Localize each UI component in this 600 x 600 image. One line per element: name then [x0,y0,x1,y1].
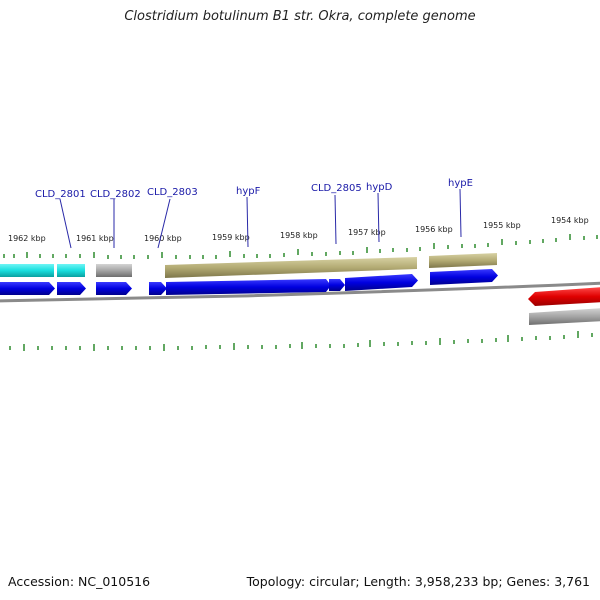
kbp-label: 1955 kbp [483,221,521,230]
cds-arrow[interactable] [329,279,345,291]
cds-arrow[interactable] [149,282,167,295]
cds-arrow[interactable] [430,269,498,285]
gene-label-cld-2802[interactable]: CLD_2802 [90,189,141,200]
feature-bar-grey[interactable] [96,264,132,277]
kbp-label: 1956 kbp [415,225,453,234]
kbp-label: 1962 kbp [8,234,46,243]
cds-arrow[interactable] [0,282,55,295]
genome-summary-text: Topology: circular; Length: 3,958,233 bp… [246,574,590,589]
gene-leader-line [459,188,462,238]
inner-tick-row [9,331,593,351]
gene-label-hypd[interactable]: hypD [366,182,393,193]
accession-text: Accession: NC_010516 [8,574,151,589]
feature-arrow-red[interactable] [528,287,600,306]
gene-label-hype[interactable]: hypE [448,178,473,189]
kbp-label: 1961 kbp [76,234,114,243]
cds-arrow[interactable] [345,274,418,291]
map-title: Clostridium botulinum B1 str. Okra, comp… [124,9,476,24]
gene-leader-line [157,198,171,249]
cds-arrow[interactable] [166,279,331,295]
feature-bar-cyan[interactable] [57,264,85,277]
outer-tick-row [3,234,598,259]
gene-leader-line [59,198,72,249]
gene-label-hypf[interactable]: hypF [236,186,261,197]
kbp-label: 1959 kbp [212,233,250,242]
gene-label-cld-2805[interactable]: CLD_2805 [311,183,362,194]
gene-leader-line [334,194,337,245]
kbp-label: 1954 kbp [551,216,589,225]
gene-label-cld-2803[interactable]: CLD_2803 [147,187,198,198]
kbp-label: 1958 kbp [280,231,318,240]
cds-arrow[interactable] [96,282,132,295]
cds-arrow[interactable] [57,282,86,295]
kbp-label: 1960 kbp [144,234,182,243]
genome-backbone [0,281,600,303]
gene-leader-line [377,192,380,243]
feature-bar-olive[interactable] [165,257,417,278]
kbp-label: 1957 kbp [348,228,386,237]
feature-bar-olive[interactable] [429,253,497,268]
gene-label-cld-2801[interactable]: CLD_2801 [35,189,86,200]
feature-bar-grey[interactable] [529,308,600,325]
gene-leader-line [246,196,249,248]
feature-bar-cyan[interactable] [0,264,54,277]
